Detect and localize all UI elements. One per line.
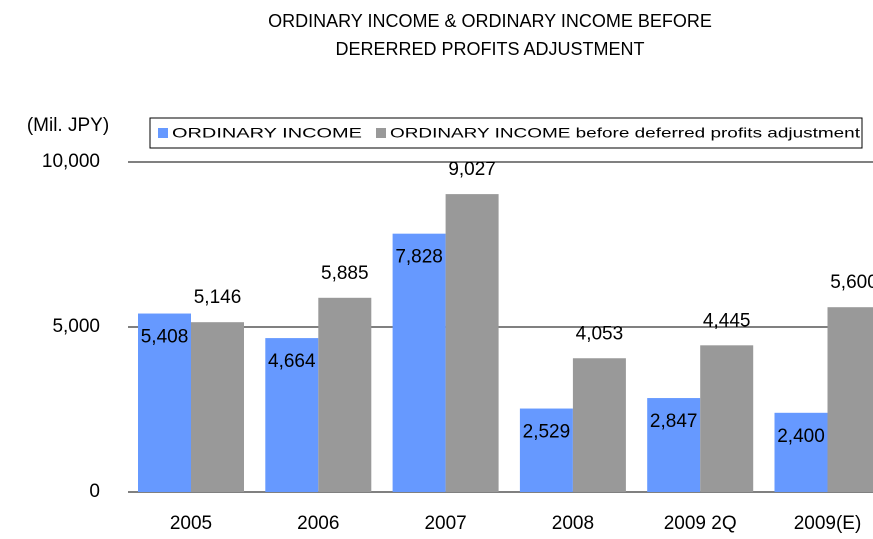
value-label: 5,408 (141, 327, 189, 348)
bar (392, 233, 446, 492)
value-label: 2,529 (523, 422, 571, 443)
bar (138, 313, 191, 492)
bar (318, 297, 372, 492)
bar (191, 322, 244, 492)
bar (774, 412, 828, 492)
bar (445, 194, 499, 492)
value-label: 4,053 (576, 323, 624, 344)
legend-text: ORDINARY INCOME (172, 125, 362, 141)
x-tick-label: 2008 (552, 513, 594, 534)
value-label: 5,146 (194, 287, 242, 308)
bar (519, 408, 573, 492)
value-label: 2,847 (650, 411, 698, 432)
y-axis-label: (Mil. JPY) (27, 115, 109, 136)
chart-title: DERERRED PROFITS ADJUSTMENT (335, 39, 644, 59)
x-tick-label: 2005 (170, 513, 212, 534)
bar (265, 338, 319, 492)
legend-swatch (376, 128, 386, 138)
bar (647, 398, 701, 492)
legend-text: ORDINARY INCOME before deferred profits … (390, 125, 860, 141)
value-label: 9,027 (448, 159, 496, 180)
bar (700, 345, 754, 492)
legend-swatch (158, 128, 168, 138)
x-tick-label: 2007 (424, 513, 466, 534)
y-tick-label: 5,000 (52, 316, 100, 337)
y-tick-label: 0 (89, 481, 100, 502)
value-label: 5,885 (321, 263, 369, 284)
bar (827, 307, 873, 492)
y-tick-label: 10,000 (42, 151, 100, 172)
x-tick-label: 2006 (297, 513, 339, 534)
x-tick-label: 2009(E) (794, 513, 862, 534)
bar (572, 358, 626, 492)
chart-title: ORDINARY INCOME & ORDINARY INCOME BEFORE (268, 11, 712, 31)
value-label: 2,400 (777, 426, 825, 447)
x-tick-label: 2009 2Q (664, 513, 737, 534)
value-label: 4,445 (703, 310, 751, 331)
legend-box (149, 117, 863, 149)
value-label: 7,828 (395, 247, 443, 268)
value-label: 5,600 (830, 272, 873, 293)
value-label: 4,664 (268, 351, 316, 372)
